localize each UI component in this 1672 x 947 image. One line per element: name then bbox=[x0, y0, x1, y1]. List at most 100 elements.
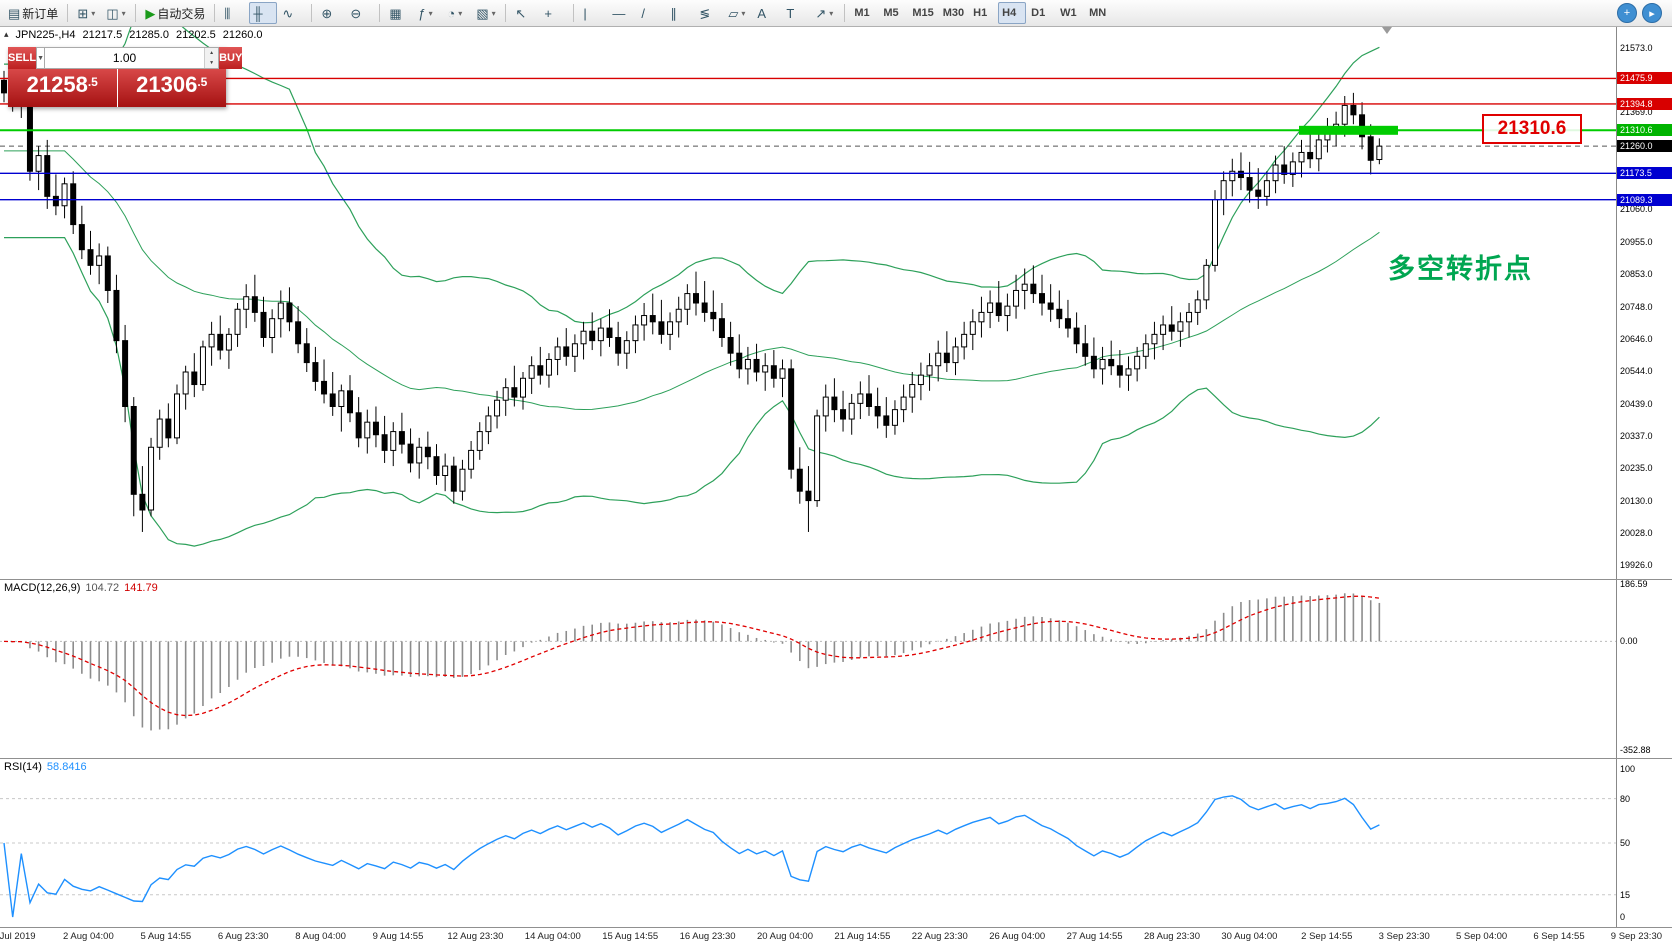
bar-chart-button-icon: ⫼ bbox=[224, 5, 231, 21]
price-tag-21310.6: 21310.6 bbox=[1617, 124, 1672, 137]
timeframe-m1[interactable]: M1 bbox=[850, 2, 878, 24]
volume-input[interactable] bbox=[45, 48, 205, 68]
community-icon[interactable]: ▸ bbox=[1642, 3, 1662, 23]
timeframe-h1[interactable]: H1 bbox=[969, 2, 997, 24]
timeframe-m5[interactable]: M5 bbox=[879, 2, 907, 24]
price-tick: 20955.0 bbox=[1620, 236, 1653, 247]
price-tick: 21060.0 bbox=[1620, 203, 1653, 214]
profiles-button[interactable]: ◫ ▾ bbox=[102, 2, 130, 24]
text-button[interactable]: A bbox=[753, 2, 781, 24]
rsi-chart[interactable] bbox=[0, 759, 1616, 927]
buy-button[interactable]: BUY bbox=[219, 47, 243, 69]
timeframe-m5-label: M5 bbox=[883, 7, 899, 19]
time-label: 20 Aug 04:00 bbox=[757, 931, 813, 942]
channel-button[interactable]: ∥ bbox=[666, 2, 694, 24]
price-tick: 20748.0 bbox=[1620, 301, 1653, 312]
panel-divider-rsi[interactable] bbox=[0, 758, 1672, 759]
cursor-button[interactable]: ↖ bbox=[511, 2, 539, 24]
timeframe-m30[interactable]: M30 bbox=[939, 2, 968, 24]
trendline-button-icon: / bbox=[641, 5, 645, 21]
volume-up-button[interactable]: ▲ bbox=[205, 48, 219, 58]
price-tick: 21573.0 bbox=[1620, 43, 1653, 53]
timeframe-w1[interactable]: W1 bbox=[1056, 2, 1084, 24]
buy-price-button[interactable]: 21306 .5 bbox=[117, 69, 226, 107]
macd-histogram bbox=[11, 593, 1381, 731]
sell-price-button[interactable]: 21258 .5 bbox=[8, 69, 117, 107]
timeframe-h4-label: H4 bbox=[1002, 7, 1017, 19]
shapes-button[interactable]: ▱ ▾ bbox=[724, 2, 752, 24]
candlestick-chart-button[interactable]: ╫ bbox=[249, 2, 278, 24]
cursor-button-icon: ↖ bbox=[515, 5, 527, 21]
price-tag-21260.0: 21260.0 bbox=[1617, 140, 1672, 153]
indicators-button-icon: ƒ bbox=[418, 5, 426, 21]
line-chart-button[interactable]: ∿ bbox=[278, 2, 306, 24]
rsi-tick: 50 bbox=[1620, 838, 1631, 848]
zoom-out-button[interactable]: ⊖ bbox=[346, 2, 374, 24]
price-alert-box[interactable]: 21310.6 bbox=[1482, 114, 1582, 144]
ohlc-close: 21260.0 bbox=[222, 29, 263, 41]
time-label: 14 Aug 04:00 bbox=[524, 931, 581, 942]
symbol-name: JPN225-,H4 bbox=[15, 29, 76, 41]
zoom-in-button[interactable]: ⊕ bbox=[317, 2, 345, 24]
timeframe-h4[interactable]: H4 bbox=[998, 2, 1027, 24]
auto-trading-button-label: 自动交易 bbox=[157, 6, 206, 21]
templates-button[interactable]: ▧ ▾ bbox=[472, 2, 500, 24]
macd-chart[interactable] bbox=[0, 580, 1616, 758]
ohlc-low: 21202.5 bbox=[175, 29, 216, 41]
rsi-line bbox=[3, 795, 1380, 918]
toolbar: ▤ 新订单 ⊞ ▾ ◫ ▾ ▶ 自动交易 ⫼ ╫ ∿ ⊕ ⊖ ▦ ƒ ▾ ◔ ▾ ▧ ▾ ↖ + | — / ∥ ≶ ▱ ▾ A T ↗ ▾ M1… bbox=[0, 0, 1672, 27]
sell-button[interactable]: SELL bbox=[8, 47, 37, 69]
auto-trading-button[interactable]: ▶ 自动交易 bbox=[141, 2, 209, 24]
time-axis[interactable]: 31 Jul 2019 2 Aug 04:00 5 Aug 14:55 6 Aug 2… bbox=[0, 928, 1672, 947]
timeframe-d1[interactable]: D1 bbox=[1027, 2, 1055, 24]
resistance-highlight-bar[interactable] bbox=[1299, 125, 1398, 135]
arrows-button[interactable]: ↗ ▾ bbox=[811, 2, 839, 24]
price-tag-21089.3: 21089.3 bbox=[1617, 193, 1672, 206]
label-button[interactable]: T bbox=[782, 2, 810, 24]
trendline-button[interactable]: / bbox=[637, 2, 665, 24]
time-label: 30 Aug 04:00 bbox=[1221, 931, 1278, 942]
label-button-icon: T bbox=[786, 5, 795, 21]
timeframe-m15[interactable]: M15 bbox=[908, 2, 937, 24]
new-chart-button[interactable]: ⊞ ▾ bbox=[73, 2, 101, 24]
panel-divider-bottom[interactable] bbox=[0, 927, 1672, 928]
bollinger-lower-band bbox=[4, 237, 1380, 547]
macd-signal-value: 141.79 bbox=[124, 582, 158, 594]
price-chart[interactable] bbox=[0, 27, 1616, 579]
rsi-axis[interactable]: 100 80 50 15 0 bbox=[1616, 759, 1672, 927]
time-label: 2 Aug 04:00 bbox=[63, 931, 114, 942]
price-axis[interactable]: 21573.0 21369.0 21060.0 20955.0 20853.0 20748… bbox=[1616, 27, 1672, 579]
price-tick: 20337.0 bbox=[1620, 430, 1653, 441]
timeframe-m15-label: M15 bbox=[912, 7, 934, 19]
macd-title: MACD(12,26,9) bbox=[4, 582, 81, 594]
periods-button-icon: ◔ bbox=[447, 5, 456, 21]
rsi-label: RSI(14) 58.8416 bbox=[4, 761, 87, 773]
bar-chart-button[interactable]: ⫼ bbox=[220, 2, 248, 24]
time-label: 16 Aug 23:30 bbox=[679, 931, 736, 942]
main-chart-panel: 21573.0 21369.0 21060.0 20955.0 20853.0 20748… bbox=[0, 27, 1672, 579]
price-tag-21475.9: 21475.9 bbox=[1617, 72, 1672, 85]
crosshair-button[interactable]: + bbox=[540, 2, 568, 24]
volume-down-button[interactable]: ▼ bbox=[205, 58, 219, 68]
indicators-button[interactable]: ƒ ▾ bbox=[414, 2, 442, 24]
fibonacci-button[interactable]: ≶ bbox=[695, 2, 723, 24]
turning-point-label[interactable]: 多空转折点 bbox=[1388, 254, 1533, 284]
tile-windows-button[interactable]: ▦ bbox=[385, 2, 413, 24]
arrows-button-icon: ↗ bbox=[815, 5, 827, 21]
channel-button-icon: ∥ bbox=[670, 5, 677, 21]
candlesticks bbox=[1, 70, 1383, 532]
timeframe-mn[interactable]: MN bbox=[1085, 2, 1113, 24]
new-order-button[interactable]: ▤ 新订单 bbox=[4, 2, 62, 24]
periods-button[interactable]: ◔ ▾ bbox=[443, 2, 471, 24]
panel-divider-macd[interactable] bbox=[0, 579, 1672, 580]
time-label: 6 Aug 23:30 bbox=[217, 931, 269, 942]
chart-shift-marker[interactable] bbox=[1382, 27, 1392, 34]
macd-axis[interactable]: 186.59 0.00 -352.88 bbox=[1616, 580, 1672, 758]
crosshair-button-icon: + bbox=[544, 5, 552, 21]
toolbar-groups: ▤ 新订单 ⊞ ▾ ◫ ▾ ▶ 自动交易 ⫼ ╫ ∿ ⊕ ⊖ ▦ ƒ ▾ ◔ ▾ ▧ ▾ ↖ + | — / ∥ ≶ ▱ ▾ A T ↗ ▾ M1… bbox=[4, 2, 1113, 24]
horizontal-line-button[interactable]: — bbox=[608, 2, 636, 24]
search-plus-icon[interactable]: + bbox=[1617, 3, 1637, 23]
vertical-line-button[interactable]: | bbox=[579, 2, 607, 24]
text-button-icon: A bbox=[757, 5, 766, 21]
volume-dropdown[interactable]: ▼ bbox=[36, 47, 46, 69]
